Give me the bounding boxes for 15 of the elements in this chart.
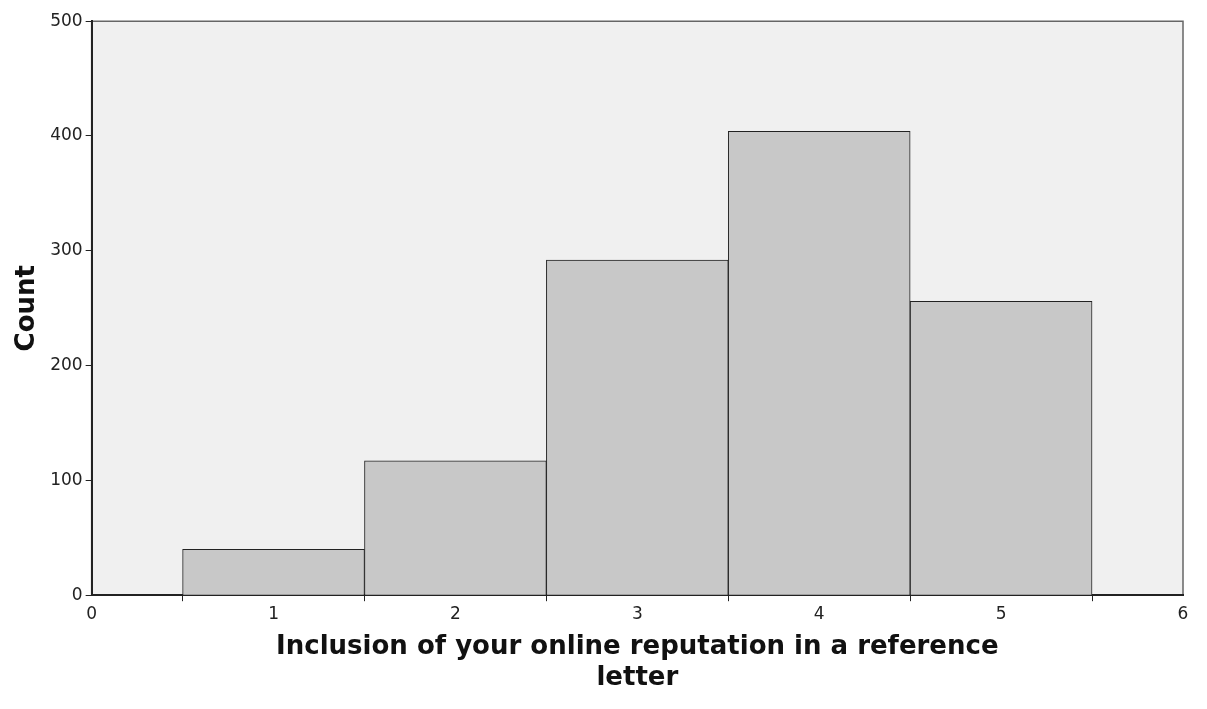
- y-tick-label: 400: [50, 124, 83, 145]
- x-tick-label: 0: [86, 602, 98, 623]
- y-tick-label: 500: [50, 9, 83, 30]
- x-tick-label: 6: [1177, 602, 1189, 623]
- y-tick-label: 0: [71, 583, 83, 604]
- y-tick-label: 200: [50, 354, 83, 375]
- y-tick-label: 300: [50, 239, 83, 260]
- x-tick-label: 4: [813, 602, 825, 623]
- x-tick-label: 5: [995, 602, 1007, 623]
- x-tick-label: 2: [450, 602, 461, 623]
- y-tick-label: 100: [50, 468, 83, 489]
- x-tick-label: 1: [268, 602, 279, 623]
- y-axis-title: Count: [10, 265, 41, 352]
- x-tick-label: 3: [631, 602, 643, 623]
- x-axis-title: Inclusion of your online reputation in a reference letter: [276, 629, 999, 692]
